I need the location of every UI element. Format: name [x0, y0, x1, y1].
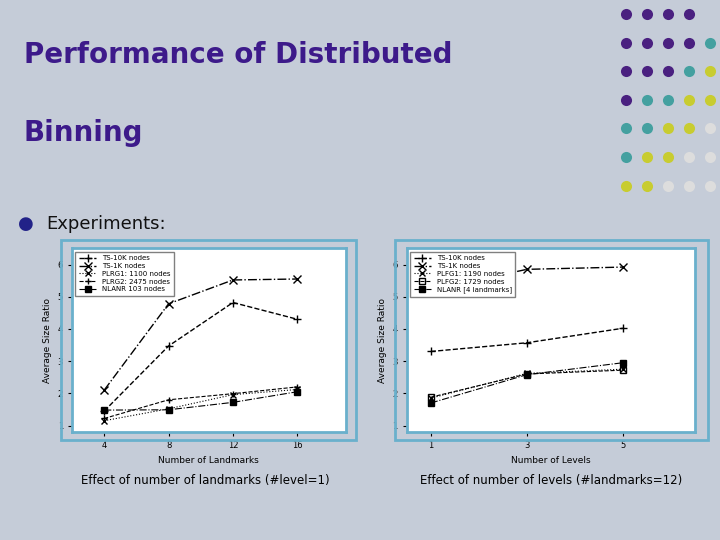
Text: Effect of number of landmarks (#level=1): Effect of number of landmarks (#level=1) [81, 474, 330, 487]
NLANR [4 landmarks] [618, 360, 627, 366]
PLFG1: 1190 nodes: (1, 1.85): 1190 nodes: (1, 1.85) [426, 395, 435, 401]
Y-axis label: Average Size Ratio: Average Size Ratio [378, 298, 387, 383]
Line: NLANR [4 landmarks]: NLANR [4 landmarks] [428, 360, 626, 406]
PLRG1: 1100 nodes: (12, 1.96): 1100 nodes: (12, 1.96) [229, 392, 238, 398]
TS-10K nodes [229, 299, 238, 306]
TS-1K nodes [229, 276, 238, 283]
PLFG1: 1190 nodes: (3, 2.62): 1190 nodes: (3, 2.62) [523, 370, 531, 376]
X-axis label: Number of Levels: Number of Levels [511, 456, 590, 464]
PLFG2: 1729 nodes: (1, 1.88): 1729 nodes: (1, 1.88) [426, 394, 435, 401]
NLANR [4 landmarks] [426, 400, 435, 406]
TS-10K nodes [293, 316, 302, 322]
TS-10K nodes [100, 408, 109, 414]
PLRG2: 2475 nodes: (12, 1.99): 2475 nodes: (12, 1.99) [229, 390, 238, 397]
Text: Performance of Distributed: Performance of Distributed [24, 41, 452, 69]
Line: PLFG1: 1190 nodes: PLFG1: 1190 nodes [428, 366, 626, 402]
PLRG2: 2475 nodes: (4, 1.22): 2475 nodes: (4, 1.22) [100, 415, 109, 422]
Line: NLANR 103 nodes: NLANR 103 nodes [102, 389, 300, 413]
Line: TS-1K nodes: TS-1K nodes [427, 263, 627, 294]
TS-1K nodes [164, 301, 173, 307]
Text: Effect of number of levels (#landmarks=12): Effect of number of levels (#landmarks=1… [420, 474, 682, 487]
PLRG1: 1100 nodes: (16, 2.12): 1100 nodes: (16, 2.12) [293, 386, 302, 393]
Line: TS-1K nodes: TS-1K nodes [100, 275, 302, 394]
NLANR 103 nodes [164, 407, 173, 413]
NLANR [4 landmarks] [523, 372, 531, 378]
Line: PLFG2: 1729 nodes: PLFG2: 1729 nodes [428, 367, 626, 400]
PLRG1: 1100 nodes: (4, 1.15): 1100 nodes: (4, 1.15) [100, 417, 109, 424]
TS-1K nodes [426, 287, 435, 294]
TS-10K nodes [523, 340, 531, 346]
TS-1K nodes [100, 387, 109, 393]
TS-1K nodes [293, 276, 302, 282]
Line: PLRG1: 1100 nodes: PLRG1: 1100 nodes [101, 386, 301, 424]
Line: TS-10K nodes: TS-10K nodes [100, 298, 302, 415]
TS-1K nodes [523, 266, 531, 273]
TS-10K nodes [164, 343, 173, 349]
NLANR 103 nodes [100, 407, 109, 413]
NLANR 103 nodes [293, 388, 302, 395]
Legend: TS-10K nodes, TS-1K nodes, PLRG1: 1100 nodes, PLRG2: 2475 nodes, NLANR 103 nodes: TS-10K nodes, TS-1K nodes, PLRG1: 1100 n… [76, 252, 174, 296]
Text: Binning: Binning [24, 119, 143, 147]
PLRG2: 2475 nodes: (8, 1.8): 2475 nodes: (8, 1.8) [164, 396, 173, 403]
Text: ●: ● [19, 214, 34, 233]
TS-1K nodes [618, 264, 627, 271]
TS-10K nodes [426, 348, 435, 355]
PLFG1: 1190 nodes: (5, 2.75): 1190 nodes: (5, 2.75) [618, 366, 627, 373]
Y-axis label: Average Size Ratio: Average Size Ratio [43, 298, 52, 383]
NLANR 103 nodes [229, 399, 238, 406]
Text: Experiments:: Experiments: [46, 214, 166, 233]
TS-10K nodes [618, 325, 627, 332]
X-axis label: Number of Landmarks: Number of Landmarks [158, 456, 259, 464]
PLRG2: 2475 nodes: (16, 2.2): 2475 nodes: (16, 2.2) [293, 383, 302, 390]
Legend: TS-10K nodes, TS-1K nodes, PLFG1: 1190 nodes, PLFG2: 1729 nodes, NLANR [4 landma: TS-10K nodes, TS-1K nodes, PLFG1: 1190 n… [410, 252, 516, 296]
PLFG2: 1729 nodes: (5, 2.72): 1729 nodes: (5, 2.72) [618, 367, 627, 373]
PLFG2: 1729 nodes: (3, 2.6): 1729 nodes: (3, 2.6) [523, 371, 531, 377]
Line: PLRG2: 2475 nodes: PLRG2: 2475 nodes [101, 383, 301, 422]
Line: TS-10K nodes: TS-10K nodes [427, 324, 627, 356]
PLRG1: 1100 nodes: (8, 1.52): 1100 nodes: (8, 1.52) [164, 406, 173, 412]
